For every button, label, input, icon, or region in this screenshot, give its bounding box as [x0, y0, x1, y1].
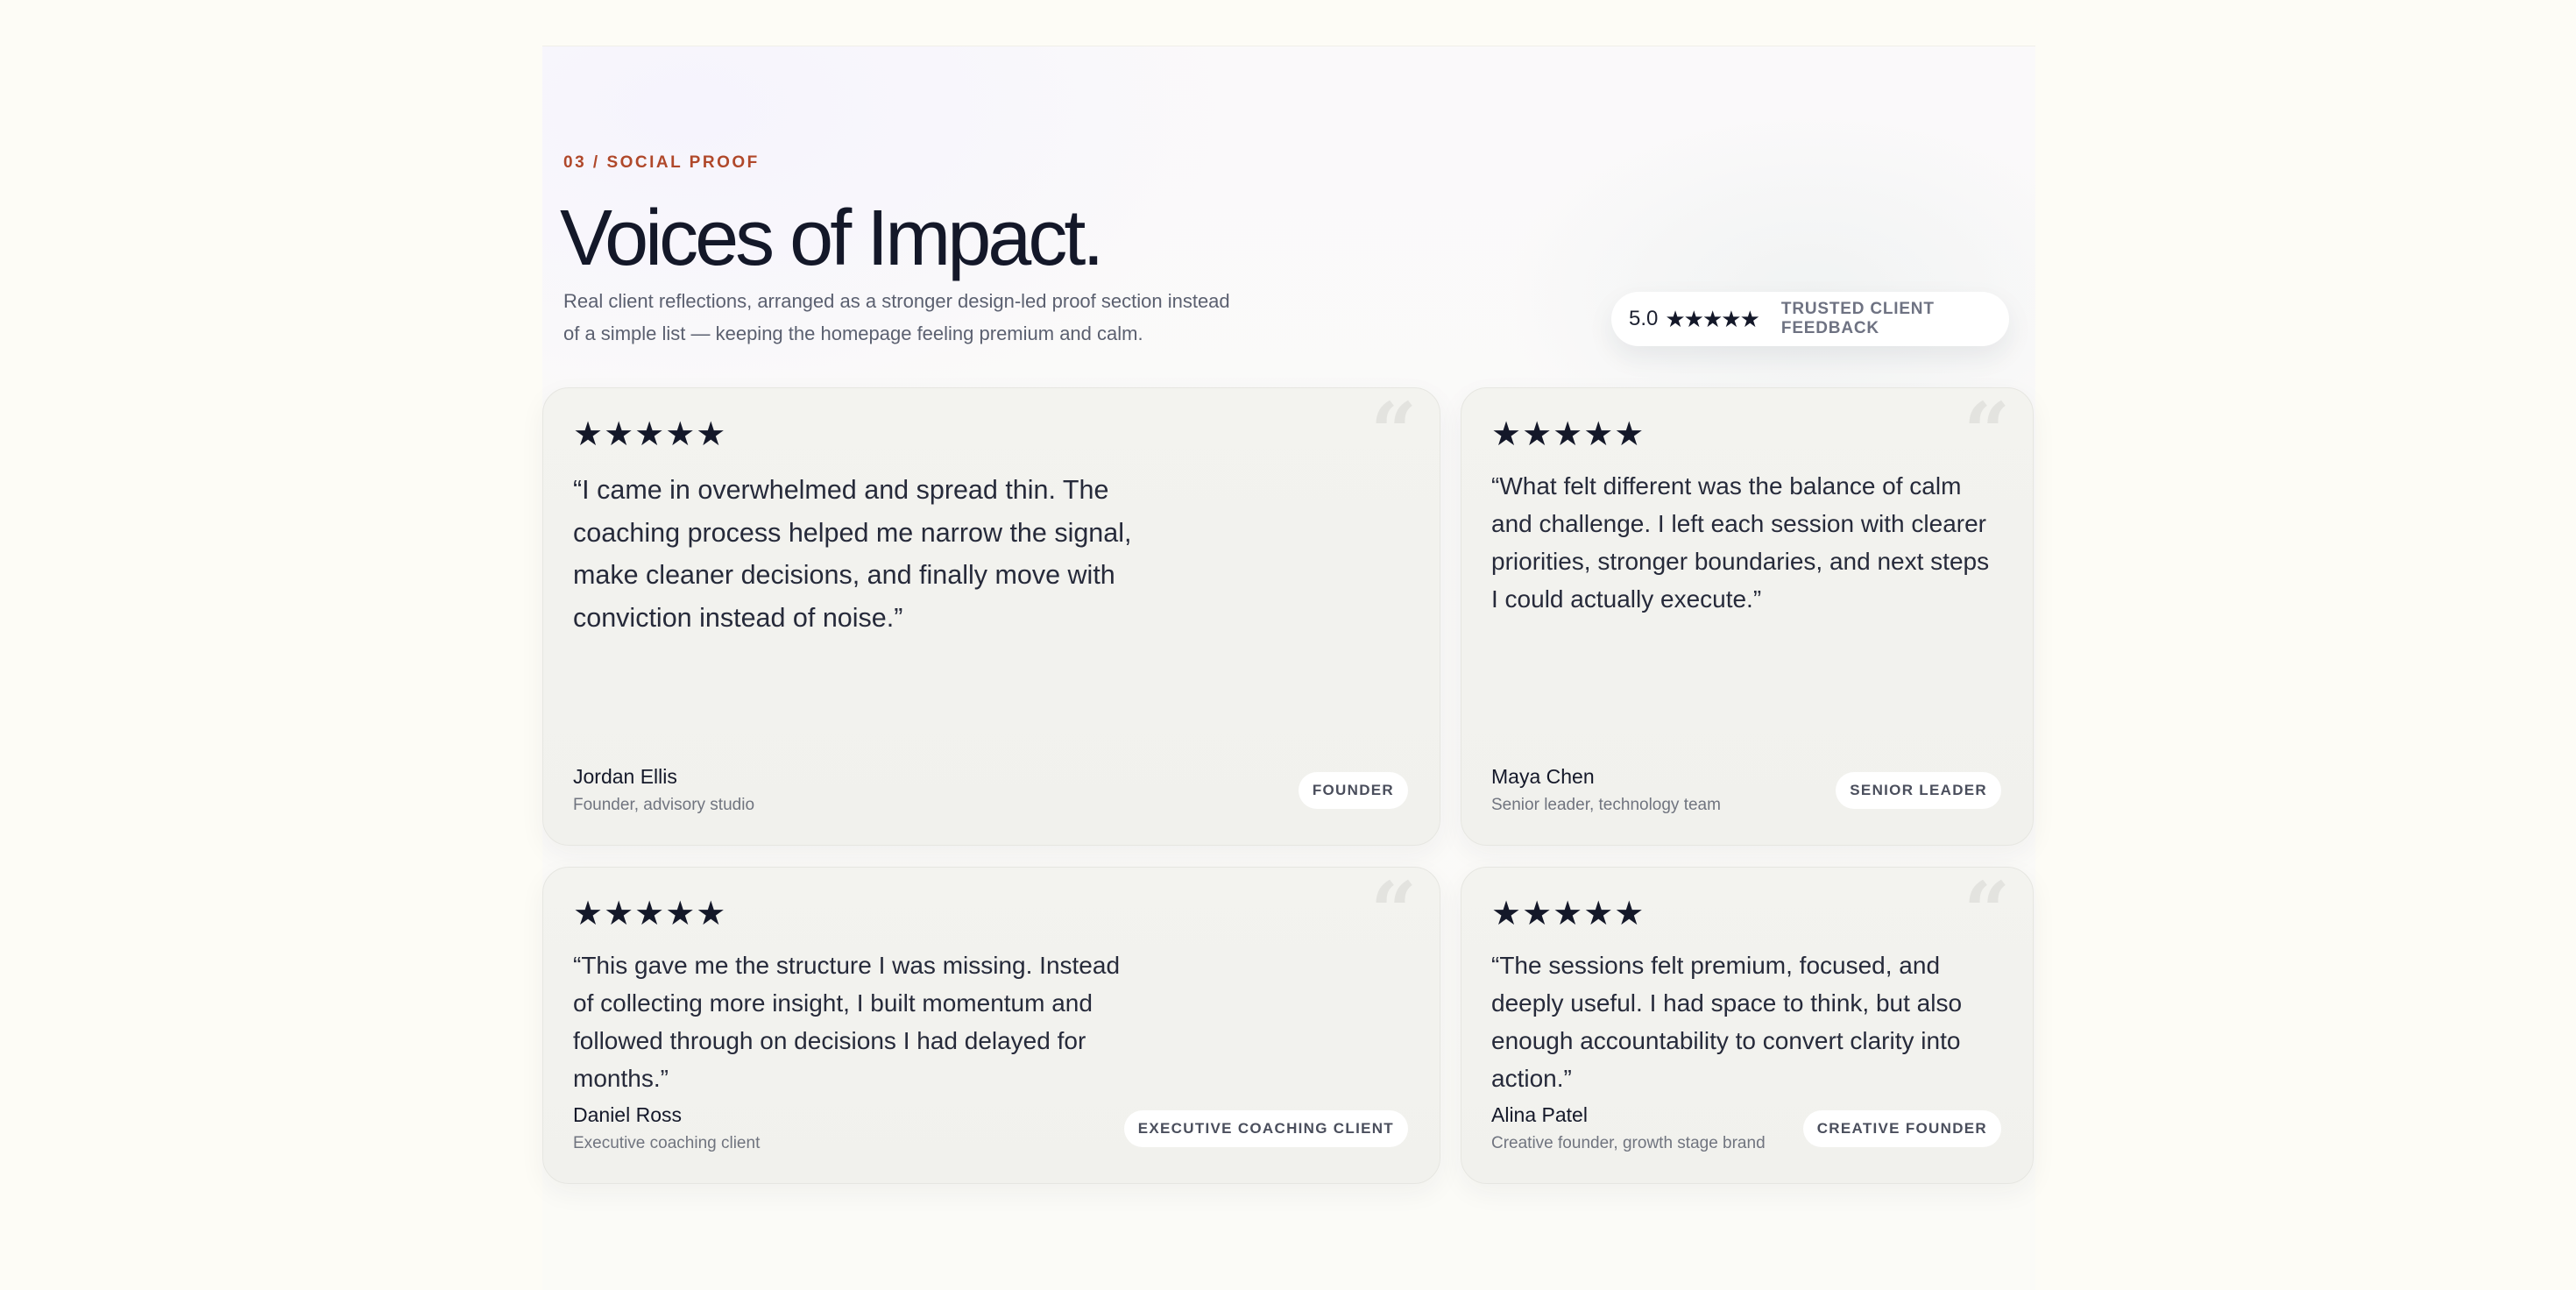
client-tag: FOUNDER [1298, 771, 1408, 809]
client-name: Jordan Ellis [573, 765, 677, 788]
client-name: Daniel Ross [573, 1103, 682, 1126]
rating-label: TRUSTED CLIENT FEEDBACK [1780, 300, 1935, 337]
client-tag: CREATIVE FOUNDER [1802, 1109, 2001, 1147]
star-rating-icons: ★★★★★ [573, 416, 727, 453]
section-eyebrow: 03 / SOCIAL PROOF [563, 153, 760, 172]
rating-score: 5.0 [1629, 307, 1659, 330]
client-tag: SENIOR LEADER [1836, 771, 2001, 809]
star-icons: ★★★★★ [1665, 305, 1760, 332]
client-role: Senior leader, technology team [1491, 796, 1721, 814]
quote-icon: “ [1964, 864, 2010, 959]
social-proof-section: 03 / SOCIAL PROOF Voices of Impact. Real… [542, 46, 2035, 1290]
rating-badge: 5.0 ★★★★★ TRUSTED CLIENT FEEDBACK [1611, 292, 2009, 346]
client-name: Alina Patel [1491, 1103, 1588, 1126]
section-subtitle: Real client reflections, arranged as a s… [563, 290, 1230, 344]
testimonial-quote: “This gave me the structure I was missin… [573, 952, 1121, 1092]
client-name: Maya Chen [1491, 765, 1595, 788]
testimonial-quote: “The sessions felt premium, focused, and… [1491, 952, 1963, 1092]
testimonial-card: “ ★★★★★ “What felt different was the bal… [1461, 387, 2034, 846]
testimonial-card: “ ★★★★★ “This gave me the structure I wa… [542, 867, 1440, 1184]
quote-icon: “ [1964, 385, 2010, 479]
client-role: Executive coaching client [573, 1134, 761, 1152]
star-rating-icons: ★★★★★ [1491, 896, 1645, 932]
client-tag: EXECUTIVE COACHING CLIENT [1123, 1109, 1408, 1147]
quote-icon: “ [1370, 385, 1417, 479]
testimonial-card: “ ★★★★★ “I came in overwhelmed and sprea… [542, 387, 1440, 846]
page-title: Voices of Impact. [560, 195, 1104, 282]
quote-icon: “ [1370, 864, 1417, 959]
star-rating-icons: ★★★★★ [573, 896, 727, 932]
client-role: Founder, advisory studio [573, 796, 755, 814]
star-rating-icons: ★★★★★ [1491, 416, 1645, 453]
testimonial-quote: “What felt different was the balance of … [1491, 472, 1990, 613]
testimonial-card: “ ★★★★★ “The sessions felt premium, focu… [1461, 867, 2034, 1184]
client-role: Creative founder, growth stage brand [1491, 1134, 1766, 1152]
testimonial-quote: “I came in overwhelmed and spread thin. … [573, 475, 1132, 633]
